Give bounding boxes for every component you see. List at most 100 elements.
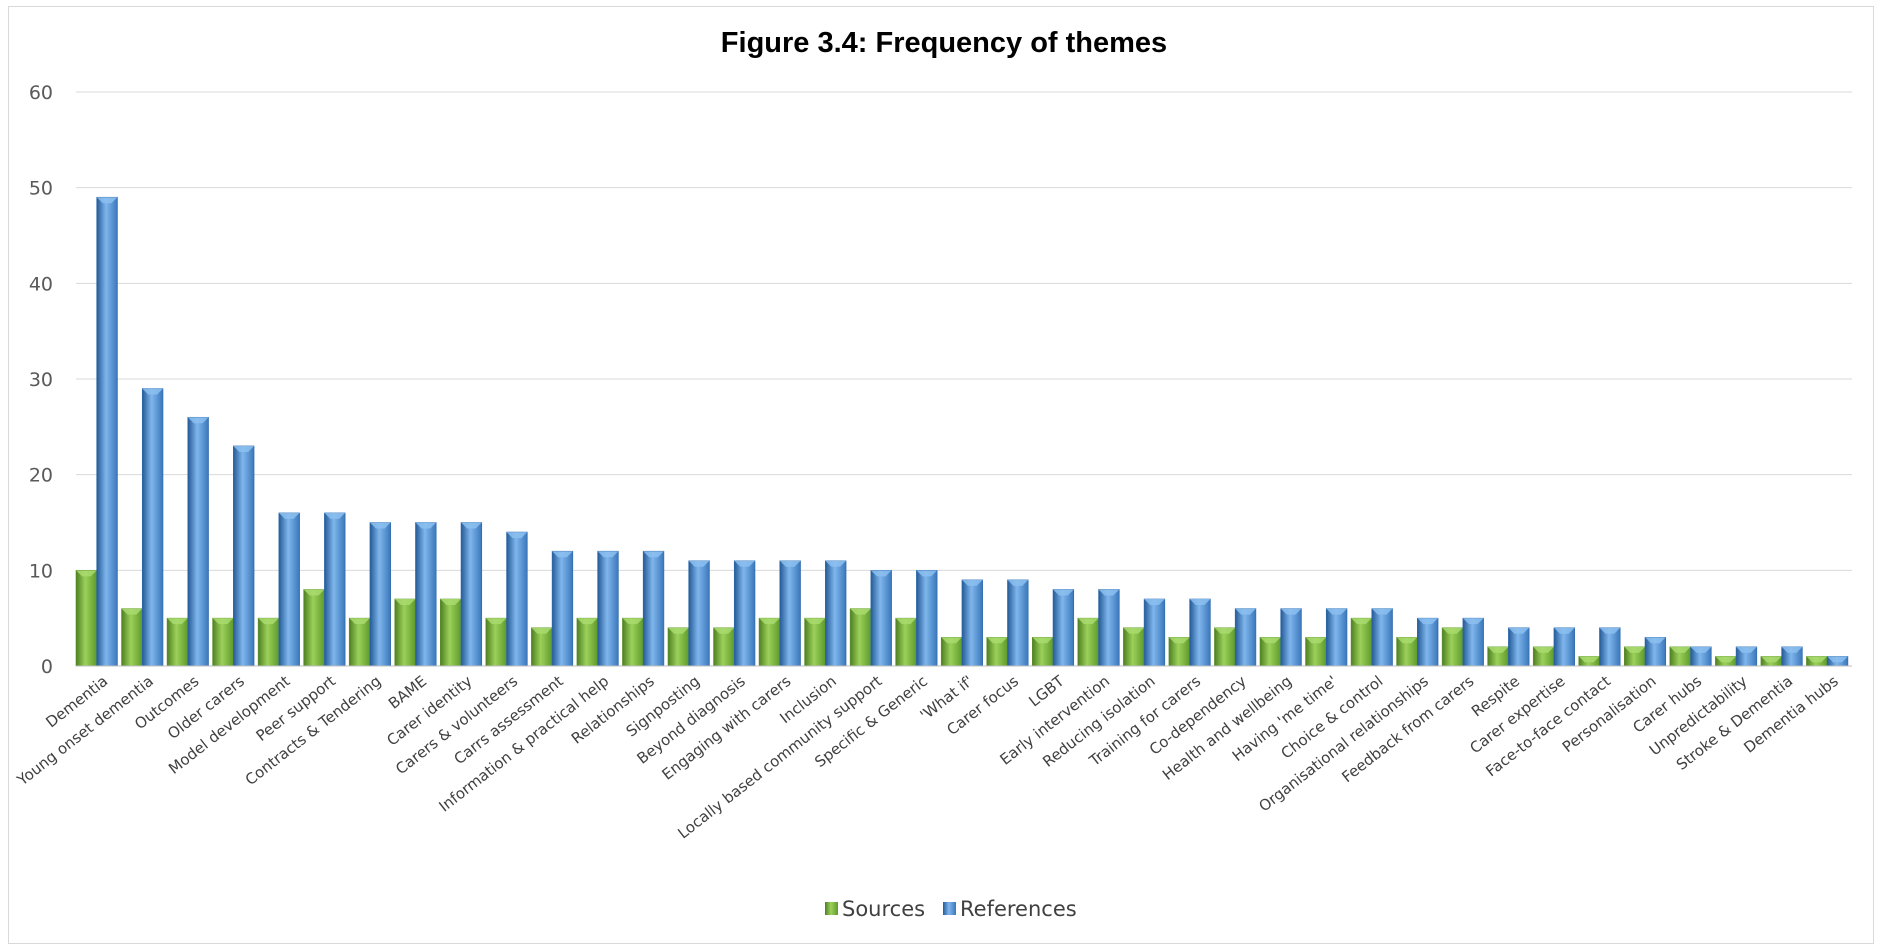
bar-references bbox=[1052, 589, 1075, 667]
bar-bevel bbox=[597, 551, 619, 558]
bar-references bbox=[506, 531, 528, 667]
bar-front-face bbox=[506, 531, 528, 667]
legend: Sources References bbox=[825, 897, 1077, 921]
bar-front-face bbox=[825, 560, 847, 667]
bar-front-face bbox=[870, 570, 892, 667]
bar-front-face bbox=[394, 598, 416, 667]
bar-front-face bbox=[622, 617, 644, 667]
bar-bevel bbox=[1624, 646, 1646, 653]
bar-front-face bbox=[576, 617, 598, 667]
chart-area: Figure 3.4: Frequency of themes 0 10 20 30 4… bbox=[8, 6, 1874, 944]
bar-bevel bbox=[76, 570, 97, 577]
bar-bevel bbox=[1189, 599, 1211, 606]
bar-references bbox=[1644, 636, 1667, 667]
bar-front-face bbox=[1325, 608, 1348, 667]
legend-label-references: References bbox=[960, 897, 1077, 921]
bar-bevel bbox=[576, 618, 598, 625]
bar-bevel bbox=[1144, 599, 1165, 606]
bar-bevel bbox=[779, 560, 801, 567]
bar-bevel bbox=[1214, 627, 1236, 634]
bar-references bbox=[779, 560, 801, 667]
bar-bevel bbox=[1487, 646, 1509, 653]
bar-bevel bbox=[1053, 589, 1074, 596]
bar-bevel bbox=[850, 608, 871, 615]
bar-front-face bbox=[1417, 617, 1439, 667]
bar-front-face bbox=[1280, 608, 1302, 667]
bar-front-face bbox=[212, 617, 234, 667]
bar-sources bbox=[1532, 646, 1555, 667]
y-axis-ticks: 0 10 20 30 40 50 60 bbox=[29, 82, 53, 678]
bar-references bbox=[551, 550, 574, 667]
bar-references bbox=[187, 416, 209, 667]
bar-references bbox=[460, 522, 483, 667]
bar-front-face bbox=[597, 550, 619, 667]
bar-front-face bbox=[166, 617, 189, 667]
bar-references bbox=[1325, 608, 1348, 667]
bar-bevel bbox=[1326, 608, 1347, 615]
bar-bevel bbox=[688, 560, 710, 567]
bar-sources bbox=[257, 617, 280, 667]
bar-bevel bbox=[1371, 608, 1393, 615]
legend-item-references: References bbox=[943, 897, 1077, 921]
bar-front-face bbox=[348, 617, 371, 667]
bar-sources bbox=[531, 627, 553, 667]
bar-references bbox=[1508, 627, 1530, 667]
bar-references bbox=[1690, 646, 1712, 667]
bar-bevel bbox=[142, 388, 163, 395]
bar-sources bbox=[1396, 636, 1418, 667]
bar-bevel bbox=[941, 637, 962, 644]
bar-bevel bbox=[233, 445, 255, 452]
bar-sources bbox=[986, 636, 1008, 667]
bar-bevel bbox=[1508, 627, 1530, 634]
bar-front-face bbox=[804, 617, 826, 667]
bar-front-face bbox=[1077, 617, 1099, 667]
bar-front-face bbox=[1052, 589, 1075, 667]
bar-sources bbox=[1669, 646, 1691, 667]
bar-front-face bbox=[278, 512, 300, 667]
bar-bevel bbox=[1760, 656, 1782, 663]
y-tick-label: 20 bbox=[29, 465, 53, 487]
bar-bevel bbox=[1032, 637, 1054, 644]
bar-bevel bbox=[1553, 627, 1575, 634]
bar-sources bbox=[940, 636, 963, 667]
bar-sources bbox=[485, 617, 507, 667]
bar-front-face bbox=[121, 608, 143, 667]
bar-bevel bbox=[961, 579, 983, 586]
bar-bevel bbox=[1736, 646, 1757, 653]
bar-bevel bbox=[1417, 618, 1439, 625]
bar-sources bbox=[1305, 636, 1327, 667]
bar-front-face bbox=[187, 416, 209, 667]
bar-sources bbox=[758, 617, 781, 667]
bar-sources bbox=[1077, 617, 1099, 667]
bar-references bbox=[1599, 627, 1621, 667]
bar-bevel bbox=[1280, 608, 1302, 615]
bar-references bbox=[1371, 608, 1393, 667]
bar-front-face bbox=[1007, 579, 1029, 667]
bar-front-face bbox=[1371, 608, 1393, 667]
bar-bevel bbox=[1123, 627, 1145, 634]
bar-references bbox=[1417, 617, 1439, 667]
bar-references bbox=[1189, 598, 1211, 667]
bar-front-face bbox=[733, 560, 756, 667]
bar-front-face bbox=[141, 388, 164, 667]
bar-bevel bbox=[187, 417, 209, 424]
bar-sources bbox=[1350, 617, 1373, 667]
bar-front-face bbox=[1350, 617, 1373, 667]
bar-bevel bbox=[1351, 618, 1372, 625]
bar-bevel bbox=[1669, 646, 1691, 653]
bar-bevel bbox=[506, 532, 528, 539]
bar-front-face bbox=[551, 550, 574, 667]
bar-bevel bbox=[1396, 637, 1418, 644]
bar-chart: Figure 3.4: Frequency of themes 0 10 20 30 4… bbox=[13, 27, 1852, 921]
bar-bevel bbox=[278, 512, 300, 519]
bar-sources bbox=[1624, 646, 1646, 667]
bar-bevel bbox=[167, 618, 188, 625]
y-tick-label: 60 bbox=[29, 82, 53, 104]
bar-bevel bbox=[1533, 646, 1554, 653]
bar-bevel bbox=[1442, 627, 1463, 634]
bar-bevel bbox=[1077, 618, 1099, 625]
bar-bevel bbox=[1599, 627, 1621, 634]
bar-sources bbox=[394, 598, 416, 667]
bar-bevel bbox=[1781, 646, 1803, 653]
bar-bevel bbox=[1827, 656, 1848, 663]
